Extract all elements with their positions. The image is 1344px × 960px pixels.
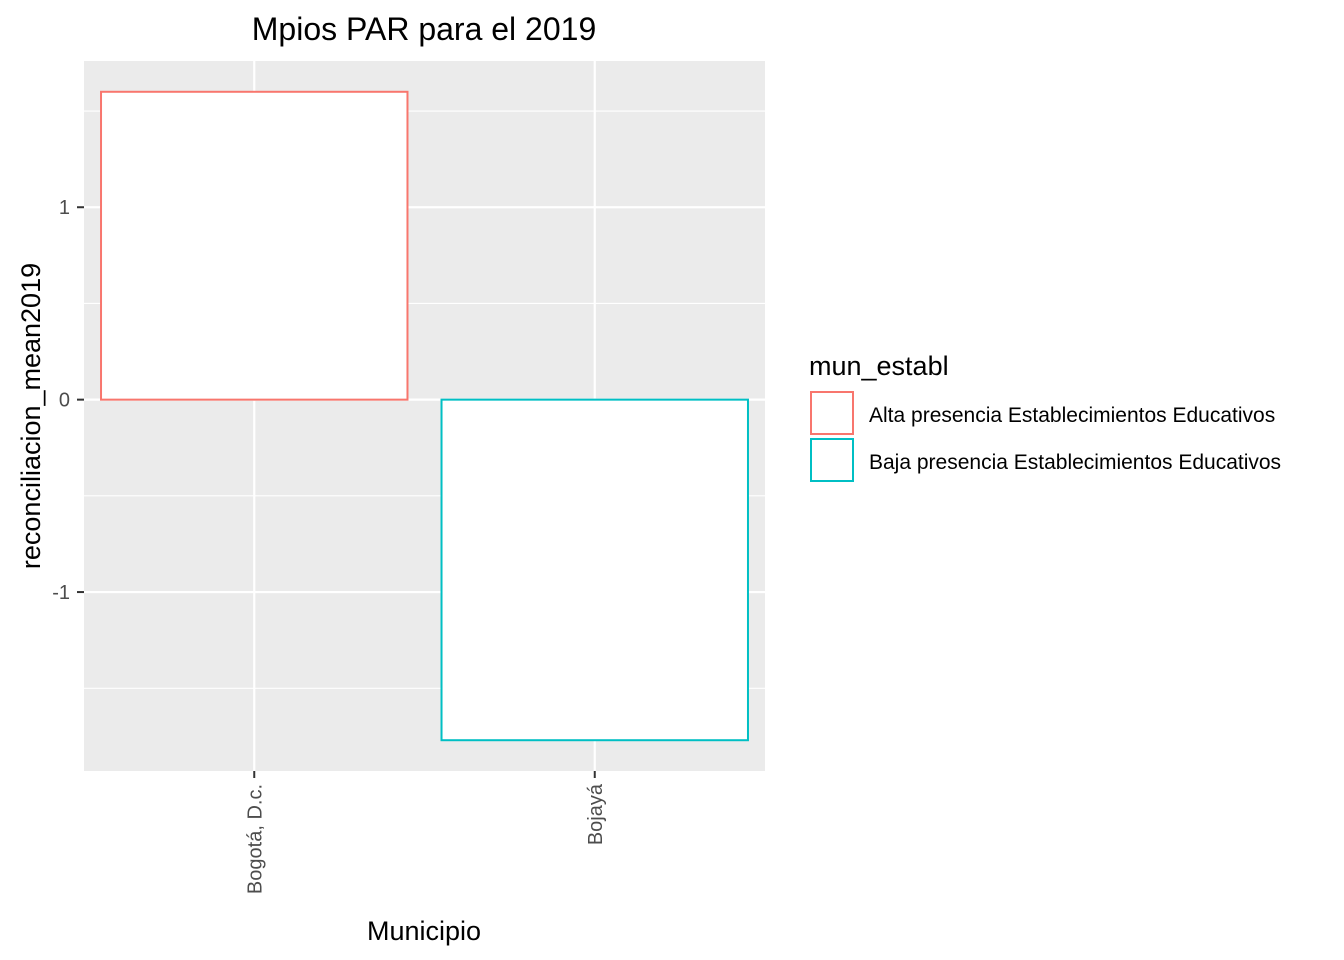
y-tick-label: -1 [52, 582, 70, 604]
legend-key [810, 438, 854, 482]
x-axis: Bogotá, D.c. Bojayá [244, 771, 607, 894]
y-tick-label: 1 [59, 197, 70, 219]
x-tick-label: Bogotá, D.c. [244, 784, 266, 894]
x-axis-title: Municipio [367, 916, 481, 946]
bar-0 [100, 90, 409, 401]
chart-title: Mpios PAR para el 2019 [252, 11, 596, 47]
x-tick-label: Bojayá [585, 783, 607, 845]
y-axis-title: reconciliacion_mean2019 [16, 263, 46, 569]
legend-key [810, 391, 854, 435]
bar-1 [440, 398, 749, 742]
y-axis: -1 0 1 [52, 197, 84, 604]
legend-label: Baja presencia Establecimientos Educativ… [869, 451, 1281, 474]
bars [100, 90, 749, 742]
legend-title: mun_establ [809, 351, 949, 381]
legend-label: Alta presencia Establecimientos Educativ… [869, 404, 1275, 427]
legend: mun_establ Alta presencia Establecimient… [809, 351, 1281, 482]
y-tick-label: 0 [59, 390, 70, 412]
